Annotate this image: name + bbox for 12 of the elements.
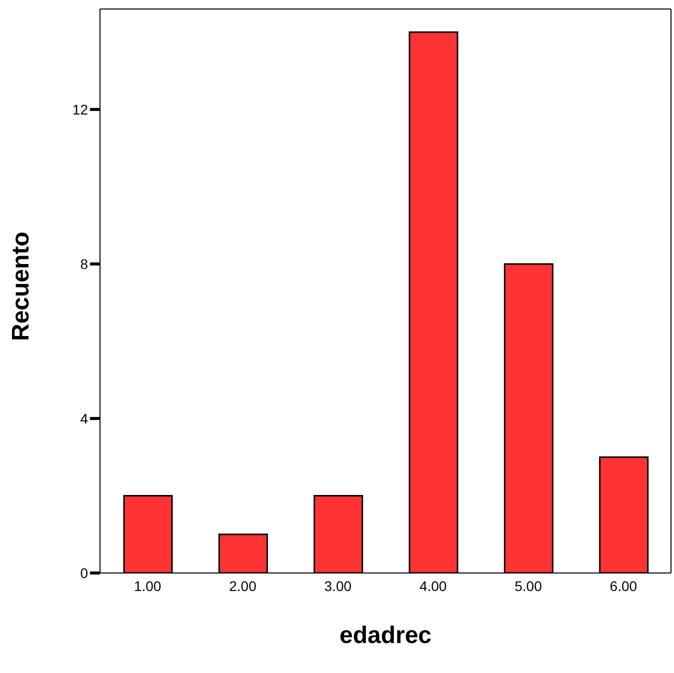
x-tick-label: 1.00: [134, 578, 162, 594]
y-tick-label: 4: [80, 410, 88, 426]
x-tick-label: 5.00: [514, 578, 542, 594]
y-tick-label: 12: [72, 101, 88, 118]
x-tick-label: 6.00: [610, 578, 638, 594]
y-axis-title: Recuento: [8, 232, 35, 341]
x-axis-title: edadrec: [339, 622, 432, 649]
y-tick-label: 0: [80, 564, 88, 581]
y-tick-label: 8: [80, 256, 88, 272]
x-tick-label: 3.00: [324, 578, 352, 594]
x-tick-label: 4.00: [419, 578, 447, 594]
x-tick-label: 2.00: [229, 578, 257, 594]
